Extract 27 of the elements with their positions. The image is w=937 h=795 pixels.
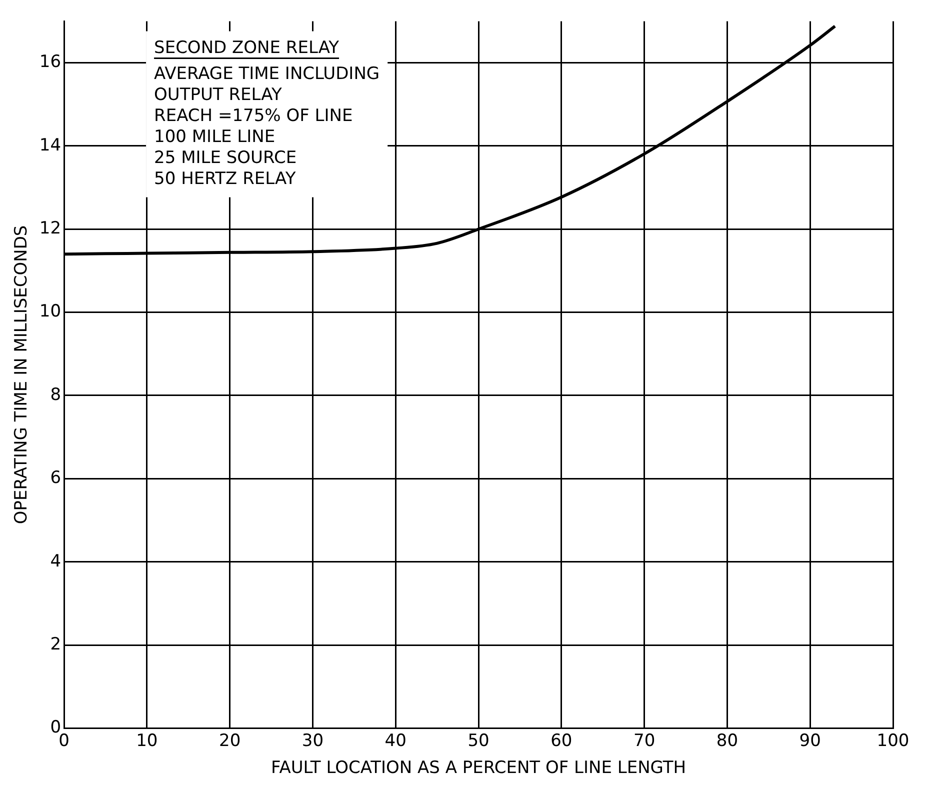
- y-tick-label: 4: [50, 551, 62, 572]
- annotation: 50 HERTZ RELAY: [154, 169, 296, 190]
- x-tick-label: 90: [799, 730, 821, 751]
- x-tick-label: 70: [633, 730, 656, 751]
- x-tick-label: 20: [219, 730, 241, 751]
- annotation: OUTPUT RELAY: [154, 85, 282, 106]
- x-tick-label: 30: [302, 730, 324, 751]
- annotation: 25 MILE SOURCE: [154, 148, 297, 168]
- y-tick-label: 6: [50, 468, 62, 488]
- y-tick-label: 8: [50, 384, 62, 405]
- y-tick-label: 10: [39, 302, 62, 322]
- annotation: REACH =175% OF LINE: [154, 106, 353, 126]
- y-tick-label: 14: [39, 135, 62, 156]
- annotation: 100 MILE LINE: [154, 127, 276, 148]
- y-tick-label: 2: [50, 634, 62, 654]
- x-tick-label: 100: [876, 730, 910, 751]
- x-tick-label: 40: [384, 730, 406, 751]
- x-tick-label: 60: [550, 730, 572, 751]
- text: SECOND ZONE RELAY: [154, 38, 340, 58]
- x-tick-label: 80: [716, 730, 738, 751]
- x-tick-label: 10: [136, 730, 158, 751]
- y-tick-label: 12: [39, 218, 62, 239]
- y-tick-label: 16: [39, 52, 62, 72]
- x-tick-label: 50: [468, 730, 490, 751]
- y-axis-title: OPERATING TIME IN MILLISECONDS: [12, 225, 32, 524]
- x-axis-title: FAULT LOCATION AS A PERCENT OF LINE LENGTH: [270, 758, 686, 778]
- annotation: AVERAGE TIME INCLUDING: [154, 64, 380, 84]
